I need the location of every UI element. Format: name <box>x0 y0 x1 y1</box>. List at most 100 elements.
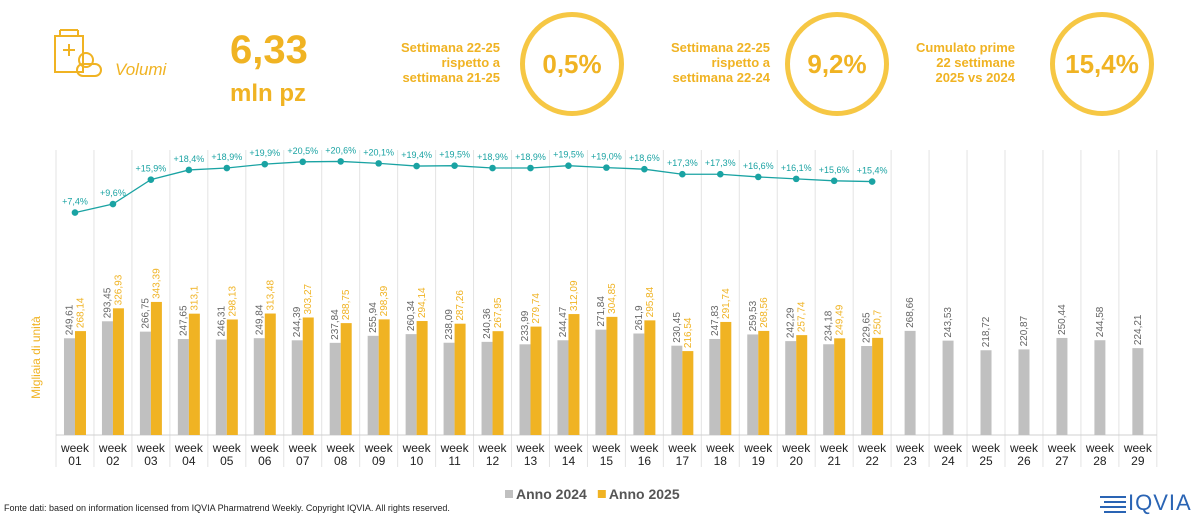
bar <box>1132 348 1144 435</box>
bar-label: 303,27 <box>303 283 314 314</box>
x-tick-label: week 05 <box>212 441 241 468</box>
bar <box>519 344 531 435</box>
x-tick-label: week 04 <box>174 441 203 468</box>
growth-label: +18,4% <box>173 154 204 164</box>
bar <box>557 340 569 435</box>
bar <box>834 338 846 435</box>
growth-point <box>868 178 876 185</box>
growth-label: +7,4% <box>62 197 88 207</box>
legend-label: Anno 2025 <box>609 486 680 502</box>
bar-label: 234,18 <box>824 310 835 341</box>
bar-label: 260,34 <box>406 300 417 331</box>
bar-label: 291,74 <box>721 288 732 319</box>
kpi-unit: mln pz <box>230 80 306 107</box>
legend-swatch <box>597 490 606 498</box>
bar-label: 257,74 <box>797 301 808 332</box>
kpi-line: rispetto a <box>441 55 500 70</box>
kpi-circle: 9,2% <box>785 12 889 116</box>
bar <box>405 334 417 435</box>
logo-mark <box>1100 496 1126 513</box>
growth-label: +18,9% <box>477 152 508 162</box>
growth-label: +16,6% <box>743 161 774 171</box>
x-tick-label: week 02 <box>98 441 127 468</box>
x-tick-label: week 01 <box>60 441 89 468</box>
bar-label: 247,65 <box>178 305 189 336</box>
x-tick-label: week 24 <box>934 441 963 468</box>
bar-label: 216,54 <box>683 317 694 348</box>
growth-label: +19,0% <box>591 152 622 162</box>
growth-label: +18,9% <box>211 152 242 162</box>
bar-label: 240,36 <box>482 308 493 339</box>
x-tick-label: week 10 <box>402 441 431 468</box>
kpi-circle: 15,4% <box>1050 12 1154 116</box>
bar-label: 294,14 <box>417 287 428 318</box>
bar-label: 238,09 <box>444 309 455 340</box>
growth-point <box>109 200 117 208</box>
bar-label: 218,72 <box>981 316 992 347</box>
x-tick-label: week 09 <box>364 441 393 468</box>
bar-label: 304,85 <box>607 283 618 314</box>
growth-label: +18,9% <box>515 152 546 162</box>
x-tick-label: week 20 <box>782 441 811 468</box>
bar <box>291 340 303 435</box>
growth-label: +16,1% <box>781 163 812 173</box>
growth-label: +19,4% <box>401 150 432 160</box>
growth-label: +19,5% <box>439 150 470 160</box>
kpi-line: Settimana 22-25 <box>401 40 500 55</box>
bar-label: 268,56 <box>759 297 770 328</box>
growth-point <box>527 164 534 172</box>
growth-point <box>792 175 800 183</box>
x-tick-label: week 22 <box>858 441 887 468</box>
x-tick-label: week 08 <box>326 441 355 468</box>
kpi-line: 2025 vs 2024 <box>935 70 1015 85</box>
growth-label: +17,3% <box>667 158 698 168</box>
growth-line <box>74 160 873 214</box>
bar-label: 250,44 <box>1057 304 1068 335</box>
kpi-line: settimana 21-25 <box>402 70 500 85</box>
kpi-line: Settimana 22-25 <box>671 40 770 55</box>
bar <box>329 342 341 435</box>
bar-label: 255,94 <box>368 302 379 333</box>
bar <box>530 326 542 435</box>
x-tick-label: week 13 <box>516 441 545 468</box>
bar-label: 271,84 <box>596 296 607 327</box>
bar-label: 246,31 <box>216 306 227 337</box>
bar <box>63 338 75 435</box>
bar <box>1018 349 1030 435</box>
growth-point <box>299 158 307 166</box>
growth-point <box>717 170 724 178</box>
logo-text: IQVIA <box>1128 490 1192 515</box>
x-tick-label: week 16 <box>630 441 659 468</box>
bar <box>644 320 656 435</box>
bar <box>942 340 954 435</box>
label: Volumi <box>115 60 167 79</box>
bar-label: 244,39 <box>292 306 303 337</box>
x-tick-label: week 12 <box>478 441 507 468</box>
icon <box>54 29 102 77</box>
bar-label: 224,21 <box>1133 314 1144 345</box>
kpi-text: Settimana 22-25 rispetto a settimana 21-25 <box>380 40 500 85</box>
bar <box>188 313 200 435</box>
growth-point <box>71 209 79 216</box>
bar <box>980 350 992 435</box>
bar-label: 249,49 <box>835 304 846 335</box>
bar-label: 266,75 <box>140 298 151 329</box>
legend-label: Anno 2024 <box>516 486 587 502</box>
bar <box>416 321 428 435</box>
growth-label: +19,9% <box>249 148 280 158</box>
bar <box>796 335 808 435</box>
kpi-line: rispetto a <box>711 55 770 70</box>
growth-point <box>375 160 382 167</box>
growth-label: +18,6% <box>629 153 660 163</box>
kpi-text: Cumulato prime 22 settimane 2025 vs 2024 <box>895 40 1015 85</box>
bar-label: 237,84 <box>330 309 341 340</box>
kpi-line: Cumulato prime <box>916 40 1015 55</box>
bar-label: 313,48 <box>265 280 276 311</box>
bar <box>785 341 797 435</box>
bar <box>747 334 759 435</box>
bar <box>1056 337 1068 435</box>
bar <box>682 351 694 435</box>
kpi-value: 6,33 <box>230 28 308 72</box>
growth-point <box>830 177 838 185</box>
